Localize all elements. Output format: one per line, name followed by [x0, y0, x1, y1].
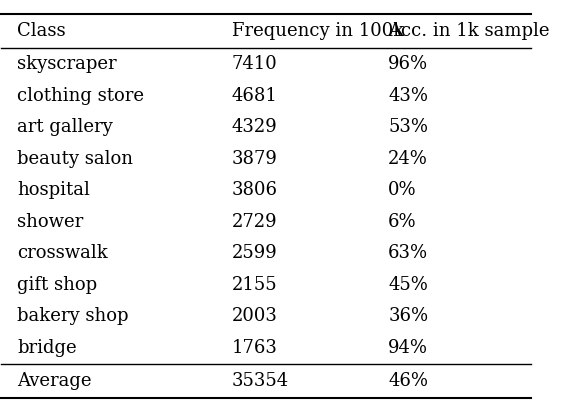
Text: 2729: 2729 — [232, 213, 277, 231]
Text: 7410: 7410 — [232, 55, 278, 73]
Text: shower: shower — [17, 213, 84, 231]
Text: 2155: 2155 — [232, 276, 277, 294]
Text: 35354: 35354 — [232, 372, 289, 390]
Text: 1763: 1763 — [232, 339, 278, 357]
Text: 53%: 53% — [388, 118, 428, 136]
Text: clothing store: clothing store — [17, 87, 144, 105]
Text: 0%: 0% — [388, 181, 417, 199]
Text: Average: Average — [17, 372, 92, 390]
Text: 24%: 24% — [388, 150, 428, 168]
Text: 45%: 45% — [388, 276, 428, 294]
Text: crosswalk: crosswalk — [17, 244, 108, 262]
Text: 2003: 2003 — [232, 307, 278, 325]
Text: 2599: 2599 — [232, 244, 278, 262]
Text: gift shop: gift shop — [17, 276, 98, 294]
Text: hospital: hospital — [17, 181, 90, 199]
Text: skyscraper: skyscraper — [17, 55, 117, 73]
Text: 96%: 96% — [388, 55, 428, 73]
Text: Frequency in 100k: Frequency in 100k — [232, 22, 404, 40]
Text: 3879: 3879 — [232, 150, 278, 168]
Text: Acc. in 1k sample: Acc. in 1k sample — [388, 22, 550, 40]
Text: 36%: 36% — [388, 307, 428, 325]
Text: Class: Class — [17, 22, 66, 40]
Text: 46%: 46% — [388, 372, 428, 390]
Text: 43%: 43% — [388, 87, 428, 105]
Text: beauty salon: beauty salon — [17, 150, 133, 168]
Text: bridge: bridge — [17, 339, 77, 357]
Text: 4329: 4329 — [232, 118, 278, 136]
Text: bakery shop: bakery shop — [17, 307, 129, 325]
Text: 4681: 4681 — [232, 87, 278, 105]
Text: 94%: 94% — [388, 339, 428, 357]
Text: 3806: 3806 — [232, 181, 278, 199]
Text: 6%: 6% — [388, 213, 417, 231]
Text: art gallery: art gallery — [17, 118, 113, 136]
Text: 63%: 63% — [388, 244, 428, 262]
